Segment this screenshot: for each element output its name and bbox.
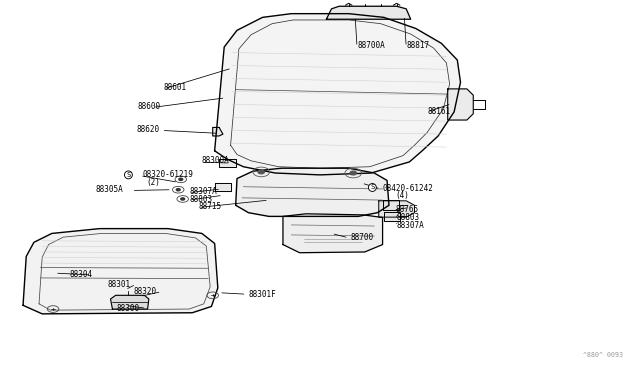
- Circle shape: [176, 189, 180, 191]
- Text: 88620: 88620: [136, 125, 159, 134]
- Text: 88715: 88715: [198, 202, 222, 211]
- Text: 08420-61242: 08420-61242: [383, 184, 433, 193]
- Polygon shape: [236, 168, 389, 217]
- Polygon shape: [448, 89, 473, 120]
- Text: (2): (2): [147, 178, 160, 187]
- Circle shape: [350, 171, 356, 175]
- Text: 88307A: 88307A: [189, 187, 217, 196]
- Text: 88817: 88817: [406, 41, 429, 50]
- Text: 88305A: 88305A: [95, 185, 123, 194]
- Text: 88600: 88600: [138, 102, 161, 111]
- Polygon shape: [326, 6, 411, 19]
- Polygon shape: [384, 212, 400, 221]
- Polygon shape: [379, 201, 415, 217]
- Text: (4): (4): [396, 191, 409, 200]
- Text: 88803: 88803: [189, 195, 212, 204]
- Text: 88300A: 88300A: [202, 156, 230, 165]
- Text: 88765: 88765: [396, 205, 419, 214]
- Text: 88161: 88161: [428, 107, 451, 116]
- Circle shape: [179, 178, 182, 180]
- Text: ^880^ 0093: ^880^ 0093: [583, 352, 623, 358]
- Polygon shape: [111, 295, 149, 309]
- Polygon shape: [23, 229, 218, 314]
- Text: 88301F: 88301F: [248, 290, 276, 299]
- Text: 08320-61219: 08320-61219: [143, 170, 193, 179]
- Text: 88301: 88301: [108, 280, 131, 289]
- Circle shape: [180, 198, 184, 200]
- Text: 88700: 88700: [351, 232, 374, 242]
- Polygon shape: [214, 14, 461, 175]
- Text: 88300: 88300: [117, 304, 140, 313]
- Text: S: S: [370, 185, 374, 190]
- Text: 88304: 88304: [70, 270, 93, 279]
- Text: 88320: 88320: [134, 287, 157, 296]
- Polygon shape: [283, 214, 383, 253]
- Polygon shape: [219, 159, 236, 167]
- Polygon shape: [212, 128, 223, 136]
- Circle shape: [258, 170, 264, 174]
- Text: 88803: 88803: [397, 214, 420, 222]
- Polygon shape: [214, 183, 231, 191]
- Polygon shape: [383, 201, 399, 210]
- Text: S: S: [126, 172, 131, 178]
- Text: 88307A: 88307A: [397, 221, 424, 230]
- Text: 88700A: 88700A: [357, 41, 385, 50]
- Text: 88601: 88601: [164, 83, 187, 92]
